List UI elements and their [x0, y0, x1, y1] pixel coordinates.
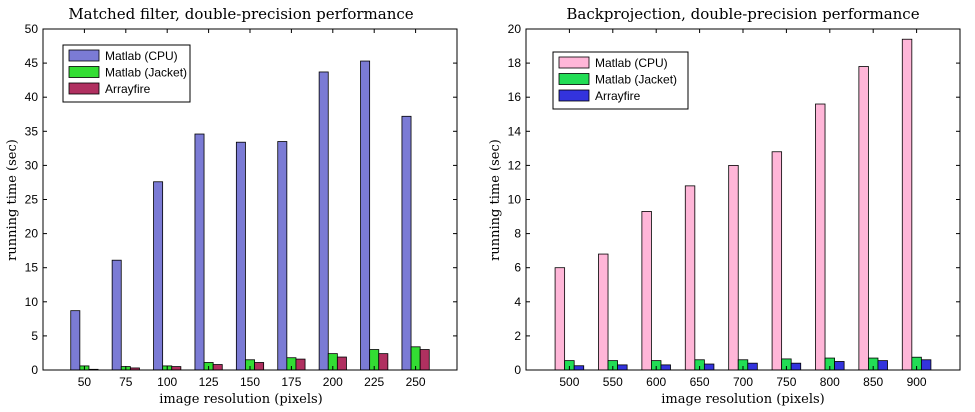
x-tick-label: 600 — [646, 375, 666, 389]
bar — [641, 211, 652, 371]
chart-title: Backprojection, double-precision perform… — [566, 5, 919, 23]
bar — [111, 259, 122, 371]
bar — [660, 364, 671, 371]
legend-swatch — [68, 66, 100, 78]
y-tick-label: 25 — [25, 193, 39, 207]
bar — [728, 164, 739, 371]
x-tick-label: 150 — [240, 375, 260, 389]
bar — [790, 362, 802, 371]
y-tick-label: 6 — [514, 261, 521, 275]
bar — [378, 353, 389, 371]
y-tick-label: 12 — [508, 158, 522, 172]
x-tick-label: 75 — [119, 375, 133, 389]
y-tick-label: 5 — [31, 329, 38, 343]
x-tick-label: 250 — [406, 375, 426, 389]
legend-swatch — [558, 56, 590, 69]
bar — [254, 362, 265, 371]
legend-swatch — [558, 73, 590, 85]
x-tick-label: 750 — [776, 375, 796, 389]
bar — [295, 358, 306, 371]
bar — [419, 349, 430, 371]
x-tick-label: 850 — [863, 375, 883, 389]
bar — [815, 103, 826, 371]
x-tick-label: 125 — [199, 375, 219, 389]
y-tick-label: 14 — [508, 124, 522, 138]
x-tick-label: 50 — [78, 375, 92, 389]
bar — [153, 181, 164, 371]
y-axis-label: running time (sec) — [5, 139, 20, 261]
x-tick-label: 200 — [323, 375, 343, 389]
y-tick-label: 16 — [508, 90, 522, 104]
x-tick-label: 650 — [690, 375, 710, 389]
legend-label: Matlab (Jacket) — [595, 73, 677, 87]
x-tick-label: 550 — [603, 375, 623, 389]
bar — [684, 185, 696, 371]
bar — [194, 133, 205, 371]
bar — [877, 360, 888, 371]
y-tick-label: 40 — [25, 90, 39, 104]
bar — [171, 366, 182, 371]
bar — [360, 60, 371, 371]
y-tick-label: 0 — [514, 363, 521, 377]
x-tick-label: 800 — [820, 375, 840, 389]
legend-label: Arrayfire — [595, 89, 641, 103]
bar — [235, 141, 246, 371]
y-tick-label: 50 — [25, 22, 39, 36]
x-tick-label: 700 — [733, 375, 753, 389]
x-tick-label: 225 — [364, 375, 384, 389]
y-tick-label: 18 — [508, 56, 522, 70]
y-tick-label: 4 — [514, 295, 521, 309]
y-tick-label: 10 — [25, 295, 39, 309]
bar — [858, 66, 869, 371]
x-tick-label: 500 — [559, 375, 579, 389]
y-tick-label: 8 — [514, 227, 521, 241]
x-axis-label: image resolution (pixels) — [159, 392, 323, 407]
y-tick-label: 10 — [508, 193, 522, 207]
y-tick-label: 20 — [25, 227, 39, 241]
legend-label: Matlab (CPU) — [595, 56, 668, 70]
x-tick-label: 100 — [157, 375, 177, 389]
bar — [771, 151, 783, 371]
legend-swatch — [558, 89, 590, 102]
bar — [70, 310, 81, 371]
x-tick-label: 900 — [907, 375, 927, 389]
x-axis-label: image resolution (pixels) — [661, 392, 825, 407]
legend-swatch — [68, 49, 100, 62]
chart-title: Matched filter, double-precision perform… — [68, 5, 413, 23]
chart-matched-filter: Matched filter, double-precision perform… — [5, 5, 458, 407]
bar — [617, 364, 628, 371]
bar — [336, 356, 347, 371]
y-tick-label: 15 — [25, 261, 39, 275]
bar — [747, 362, 758, 371]
bar — [277, 141, 288, 371]
legend-label: Matlab (Jacket) — [105, 66, 187, 80]
y-tick-label: 35 — [25, 124, 39, 138]
bar — [920, 359, 932, 371]
bar — [573, 365, 585, 371]
bar — [703, 363, 715, 371]
bar — [212, 364, 223, 371]
chart-backprojection: Backprojection, double-precision perform… — [488, 5, 961, 407]
legend-label: Arrayfire — [105, 82, 151, 96]
bar — [834, 361, 845, 371]
y-tick-label: 2 — [514, 329, 521, 343]
bar — [401, 115, 412, 371]
legend-swatch — [68, 82, 100, 95]
bar — [318, 71, 329, 371]
bar — [901, 38, 913, 371]
y-tick-label: 30 — [25, 158, 39, 172]
legend-label: Matlab (CPU) — [105, 49, 178, 63]
y-tick-label: 0 — [31, 363, 38, 377]
bar — [554, 267, 566, 371]
y-tick-label: 45 — [25, 56, 39, 70]
y-axis-label: running time (sec) — [488, 139, 503, 261]
x-tick-label: 175 — [281, 375, 301, 389]
y-tick-label: 20 — [508, 22, 522, 36]
bar — [598, 253, 609, 371]
